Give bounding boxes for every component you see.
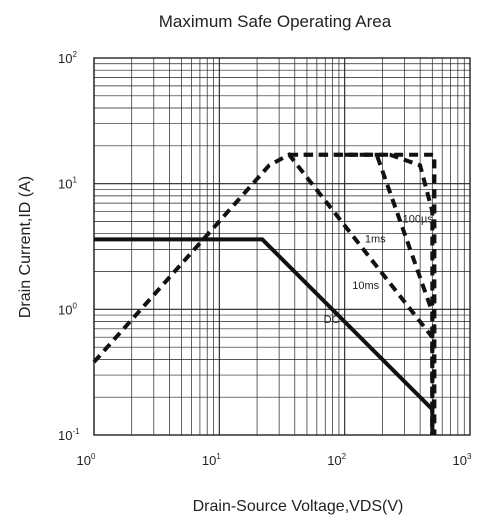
x-tick-label: 102 — [327, 452, 346, 468]
y-axis-label: Drain Current,ID (A) — [17, 176, 34, 318]
y-tick-label: 102 — [58, 50, 77, 66]
series-line-1ms — [303, 152, 435, 435]
plot-frame — [93, 57, 471, 436]
y-tick-labels: 10-1 100 101 102 — [58, 50, 80, 443]
y-tick-label: 100 — [58, 301, 77, 317]
series-line-limit-4 — [289, 152, 437, 435]
annotation-label: 1ms — [365, 234, 386, 246]
series-line-10ms — [92, 152, 435, 435]
y-tick-label: 10-1 — [58, 427, 80, 443]
chart-title: Maximum Safe Operating Area — [159, 12, 392, 31]
x-tick-label: 100 — [77, 452, 96, 468]
x-axis-label: Drain-Source Voltage,VDS(V) — [193, 498, 404, 515]
y-tick-label: 101 — [58, 176, 77, 192]
x-tick-label: 103 — [453, 452, 472, 468]
x-tick-label: 101 — [202, 452, 221, 468]
annotation-label: 10ms — [352, 280, 379, 292]
series-annotations: 100µs 1ms 10ms DC — [324, 214, 434, 326]
series-lines — [92, 152, 437, 435]
grid — [93, 57, 471, 436]
annotation-label: 100µs — [403, 214, 434, 226]
annotation-label: DC — [324, 314, 340, 326]
x-tick-labels: 100 101 102 103 — [77, 452, 472, 468]
series-line-100s — [344, 152, 435, 435]
